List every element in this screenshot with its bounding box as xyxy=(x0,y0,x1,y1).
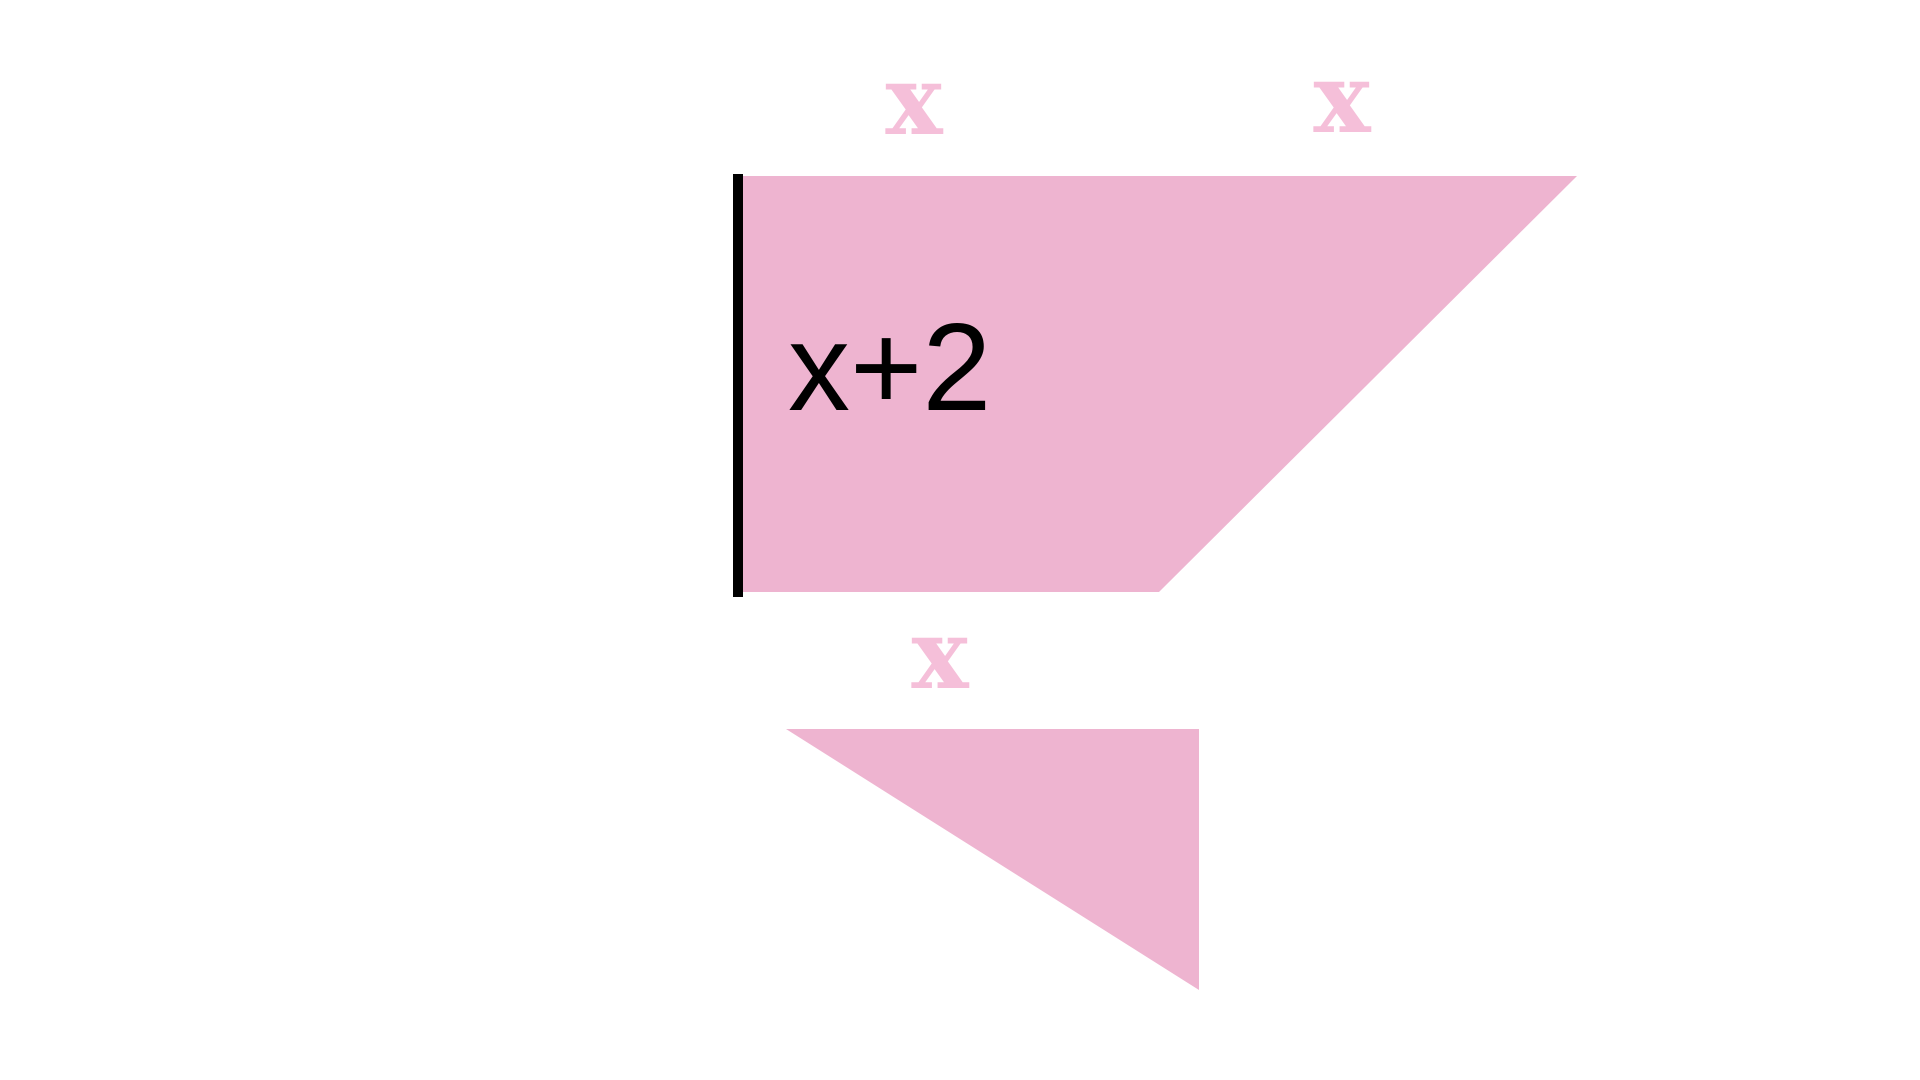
pink-triangle xyxy=(786,729,1199,990)
top-left-x-label: x xyxy=(885,44,943,157)
middle-x-label: x xyxy=(911,598,969,711)
height-label: x+2 xyxy=(788,299,991,437)
pink-trapezoid xyxy=(740,176,1577,592)
top-right-x-label: x xyxy=(1313,42,1371,155)
